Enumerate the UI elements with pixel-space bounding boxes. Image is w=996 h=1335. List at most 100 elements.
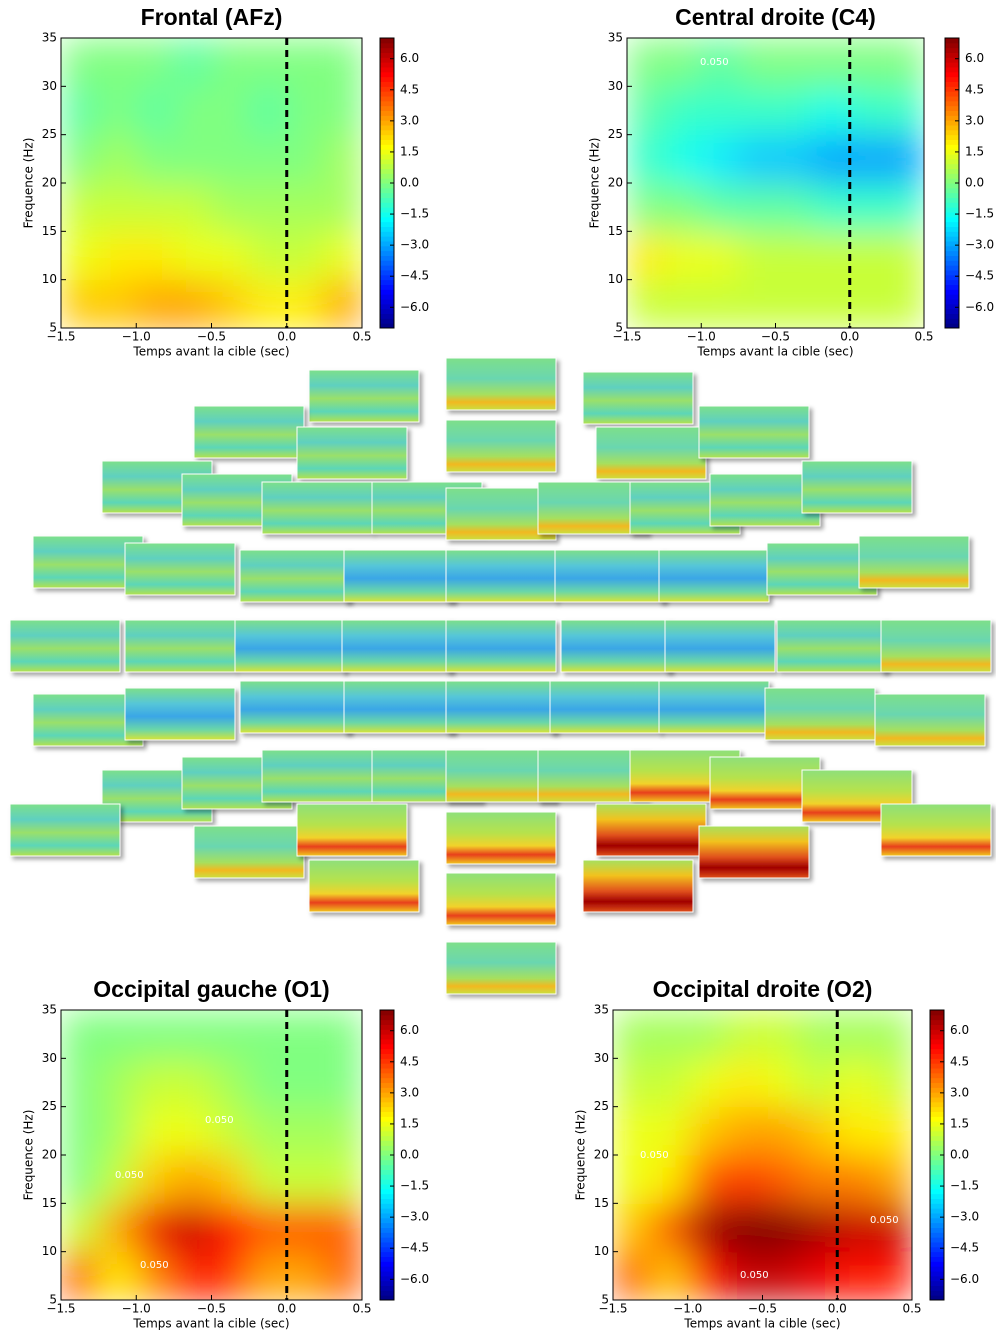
colorbar-step bbox=[380, 1034, 394, 1040]
x-tick-label: −0.5 bbox=[197, 1302, 226, 1316]
contour-label: 0.050 bbox=[700, 57, 729, 68]
y-tick-label: 10 bbox=[42, 272, 57, 286]
heatmap-cell bbox=[249, 1155, 288, 1204]
x-tick-label: −1.5 bbox=[46, 1302, 75, 1316]
colorbar-tick-label: −4.5 bbox=[950, 1241, 979, 1255]
colorbar-step bbox=[945, 221, 959, 227]
heatmap-cell bbox=[286, 134, 325, 184]
heatmap-cell bbox=[627, 183, 665, 232]
colorbar-step bbox=[930, 1208, 944, 1214]
heatmap-cell bbox=[650, 1106, 689, 1156]
heatmap-cell bbox=[173, 134, 212, 184]
heatmap-cell bbox=[324, 38, 362, 87]
x-tick-label: 0.0 bbox=[840, 330, 859, 344]
heatmap-cells bbox=[61, 1010, 362, 1300]
heatmap-cell bbox=[211, 1106, 250, 1156]
colorbar-step bbox=[945, 245, 959, 252]
colorbar-step bbox=[380, 279, 394, 285]
x-axis-label: Temps avant la cible (sec) bbox=[683, 1317, 840, 1331]
colorbar-step bbox=[380, 1188, 394, 1195]
heatmap-cell bbox=[249, 134, 288, 184]
colorbar-tick-label: 4.5 bbox=[400, 82, 419, 96]
heatmap-cell bbox=[286, 86, 325, 136]
heatmap-cell bbox=[837, 1203, 876, 1253]
colorbar-step bbox=[945, 265, 959, 271]
heatmap-cell bbox=[136, 1106, 175, 1156]
colorbar-step bbox=[930, 1101, 944, 1108]
heatmap-cell bbox=[249, 231, 288, 281]
thumbnail bbox=[658, 549, 770, 603]
heatmap-cell bbox=[738, 86, 776, 136]
thumbnail bbox=[343, 549, 455, 603]
colorbar-step bbox=[380, 202, 394, 208]
heatmap-cell bbox=[837, 1155, 876, 1204]
colorbar-step bbox=[930, 1227, 944, 1233]
colorbar-step bbox=[380, 110, 394, 116]
heatmap-cell bbox=[286, 1106, 325, 1156]
heatmap-cell bbox=[849, 86, 888, 136]
y-tick-label: 35 bbox=[594, 1003, 609, 1017]
thumbnail bbox=[582, 859, 694, 913]
colorbar-tick-label: 3.0 bbox=[965, 113, 984, 127]
colorbar-step bbox=[380, 212, 394, 218]
thumbnail bbox=[445, 357, 557, 411]
colorbar-step bbox=[380, 250, 394, 256]
heatmap-cell bbox=[286, 279, 325, 328]
heatmap-cell bbox=[249, 1058, 288, 1108]
colorbar-step bbox=[380, 241, 394, 247]
heatmap-cell bbox=[775, 134, 814, 184]
colorbar-step bbox=[380, 231, 394, 237]
colorbar-step bbox=[930, 1261, 944, 1267]
colorbar-step bbox=[380, 1092, 394, 1098]
colorbar-step bbox=[930, 1203, 944, 1209]
colorbar-step bbox=[380, 1053, 394, 1059]
colorbar-tick-label: 6.0 bbox=[400, 1023, 419, 1037]
thumbnail bbox=[445, 419, 557, 473]
colorbar-step bbox=[380, 1135, 394, 1141]
colorbar-step bbox=[380, 308, 394, 314]
colorbar-tick-label: 6.0 bbox=[950, 1023, 969, 1037]
colorbar-step bbox=[380, 1246, 394, 1253]
colorbar-step bbox=[380, 1164, 394, 1170]
colorbar-step bbox=[380, 154, 394, 160]
colorbar-step bbox=[945, 125, 959, 131]
heatmap-cell bbox=[849, 183, 888, 232]
colorbar-step bbox=[380, 294, 394, 300]
thumbnail bbox=[764, 687, 876, 741]
colorbar-step bbox=[945, 139, 959, 145]
colorbar-step bbox=[945, 289, 959, 295]
colorbar-step bbox=[380, 1039, 394, 1045]
colorbar-step bbox=[380, 129, 394, 136]
thumbnail bbox=[308, 369, 420, 423]
heatmap-cell bbox=[687, 1058, 726, 1108]
colorbar-tick-label: 3.0 bbox=[400, 1085, 419, 1099]
heatmap-cell bbox=[725, 1155, 763, 1204]
thumbnail bbox=[880, 803, 992, 857]
colorbar-step bbox=[930, 1097, 944, 1103]
heatmap-cell bbox=[725, 1106, 763, 1156]
heatmap-cell bbox=[687, 1106, 726, 1156]
heatmap-cell bbox=[738, 231, 776, 281]
heatmap-cell bbox=[98, 1010, 137, 1059]
heatmap-cell bbox=[324, 1058, 362, 1108]
colorbar-step bbox=[945, 192, 959, 198]
heatmap-cell bbox=[762, 1155, 801, 1204]
y-tick-label: 10 bbox=[608, 272, 623, 286]
heatmap-cell bbox=[324, 86, 362, 136]
colorbar-step bbox=[380, 178, 394, 184]
heatmap-cell bbox=[61, 134, 100, 184]
heatmap-cell bbox=[762, 1010, 801, 1059]
heatmap-cell bbox=[98, 231, 137, 281]
colorbar-step bbox=[380, 197, 394, 203]
colorbar-step bbox=[930, 1150, 944, 1156]
y-tick-label: 35 bbox=[608, 31, 623, 45]
heatmap-cell bbox=[725, 1251, 763, 1300]
heatmap-cell bbox=[627, 86, 665, 136]
heatmap-cell bbox=[98, 38, 137, 87]
colorbar-step bbox=[380, 134, 394, 140]
thumbnail bbox=[554, 549, 666, 603]
heatmap-cell bbox=[98, 86, 137, 136]
colorbar-step bbox=[945, 260, 959, 266]
thumbnail bbox=[234, 619, 346, 673]
colorbar-step bbox=[380, 192, 394, 198]
